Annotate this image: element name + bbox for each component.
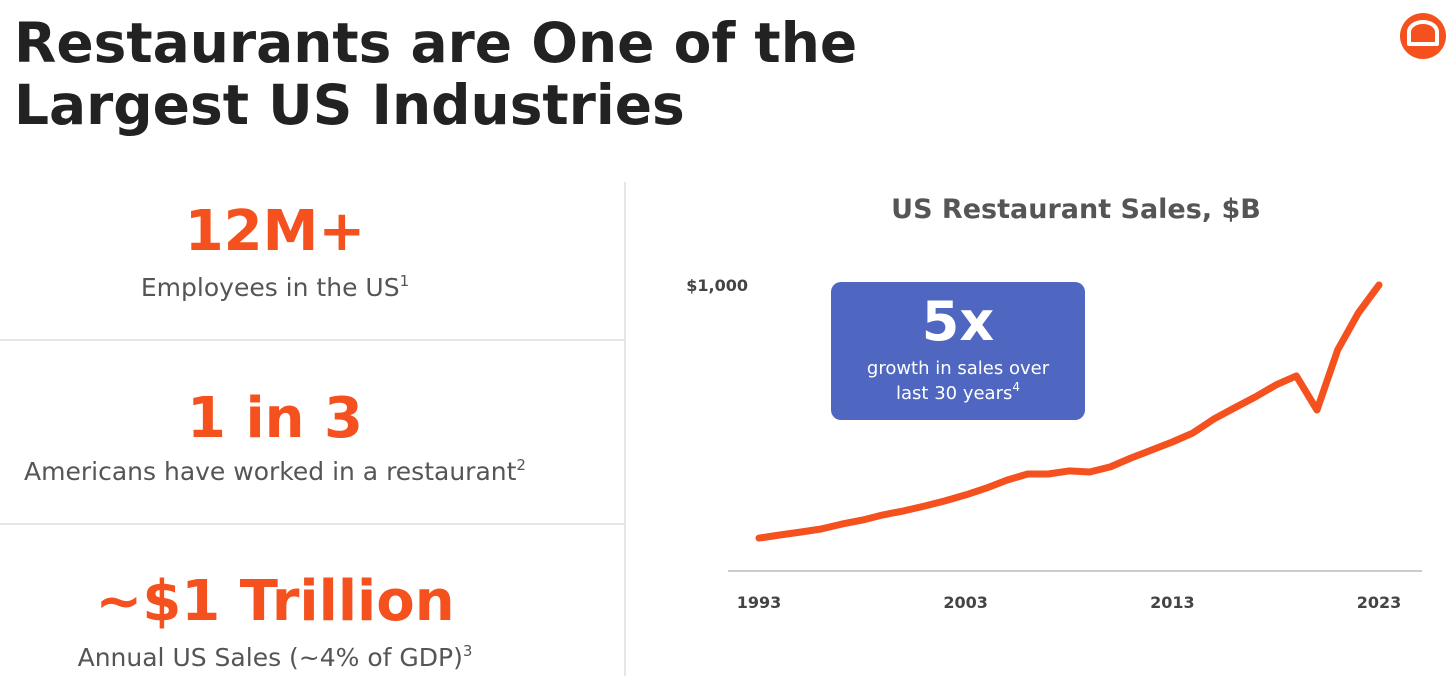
sales-line [755,281,1383,542]
x-tick-label: 2003 [943,593,988,612]
stat-label-text: Americans have worked in a restaurant [24,457,517,486]
x-tick-label: 2013 [1150,593,1195,612]
title-line: Restaurants are One of the [14,11,857,75]
stat-value: ~$1 Trillion [95,569,454,634]
footnote: 1 [400,272,410,290]
logo [1400,13,1446,59]
stat-label: Annual US Sales (~4% of GDP)3 [78,642,473,672]
callout-box [831,282,1085,420]
callout-text: last 30 years4 [896,380,1020,404]
stat-value: 12M+ [185,199,366,264]
title-line: Largest US Industries [14,73,685,137]
callout-text: growth in sales over [867,358,1050,379]
x-tick-label: 1993 [737,593,782,612]
stat-label-text: Employees in the US [141,273,400,302]
callout-text-line: last 30 years [896,383,1012,404]
y-tick-label: $1,000 [686,276,748,295]
stat-label: Employees in the US1 [141,272,409,302]
stat-label: Americans have worked in a restaurant2 [24,456,526,486]
callout-headline: 5x [922,290,995,353]
footnote: 2 [516,456,526,474]
stat-value: 1 in 3 [187,386,363,451]
footnote: 3 [463,642,473,660]
stat-label-text: Annual US Sales (~4% of GDP) [78,643,463,672]
chart-title: US Restaurant Sales, $B [891,194,1261,225]
x-tick-label: 2023 [1357,593,1402,612]
footnote: 4 [1012,380,1020,394]
